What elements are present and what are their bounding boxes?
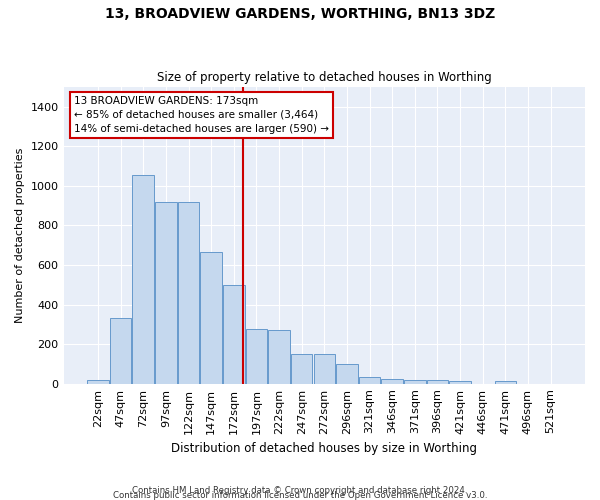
Bar: [155, 202, 176, 384]
Bar: [314, 354, 335, 384]
Bar: [382, 378, 403, 384]
Bar: [268, 330, 290, 384]
Bar: [245, 330, 267, 384]
Bar: [336, 364, 358, 384]
X-axis label: Distribution of detached houses by size in Worthing: Distribution of detached houses by size …: [171, 442, 477, 455]
Bar: [133, 175, 154, 384]
Bar: [223, 285, 245, 384]
Bar: [449, 382, 471, 384]
Bar: [359, 377, 380, 384]
Bar: [427, 380, 448, 384]
Bar: [291, 354, 313, 384]
Text: 13, BROADVIEW GARDENS, WORTHING, BN13 3DZ: 13, BROADVIEW GARDENS, WORTHING, BN13 3D…: [105, 8, 495, 22]
Text: 13 BROADVIEW GARDENS: 173sqm
← 85% of detached houses are smaller (3,464)
14% of: 13 BROADVIEW GARDENS: 173sqm ← 85% of de…: [74, 96, 329, 134]
Bar: [404, 380, 425, 384]
Text: Contains HM Land Registry data © Crown copyright and database right 2024.: Contains HM Land Registry data © Crown c…: [132, 486, 468, 495]
Bar: [110, 318, 131, 384]
Title: Size of property relative to detached houses in Worthing: Size of property relative to detached ho…: [157, 72, 491, 85]
Text: Contains public sector information licensed under the Open Government Licence v3: Contains public sector information licen…: [113, 491, 487, 500]
Bar: [200, 252, 222, 384]
Bar: [178, 202, 199, 384]
Bar: [87, 380, 109, 384]
Bar: [494, 382, 516, 384]
Y-axis label: Number of detached properties: Number of detached properties: [15, 148, 25, 323]
